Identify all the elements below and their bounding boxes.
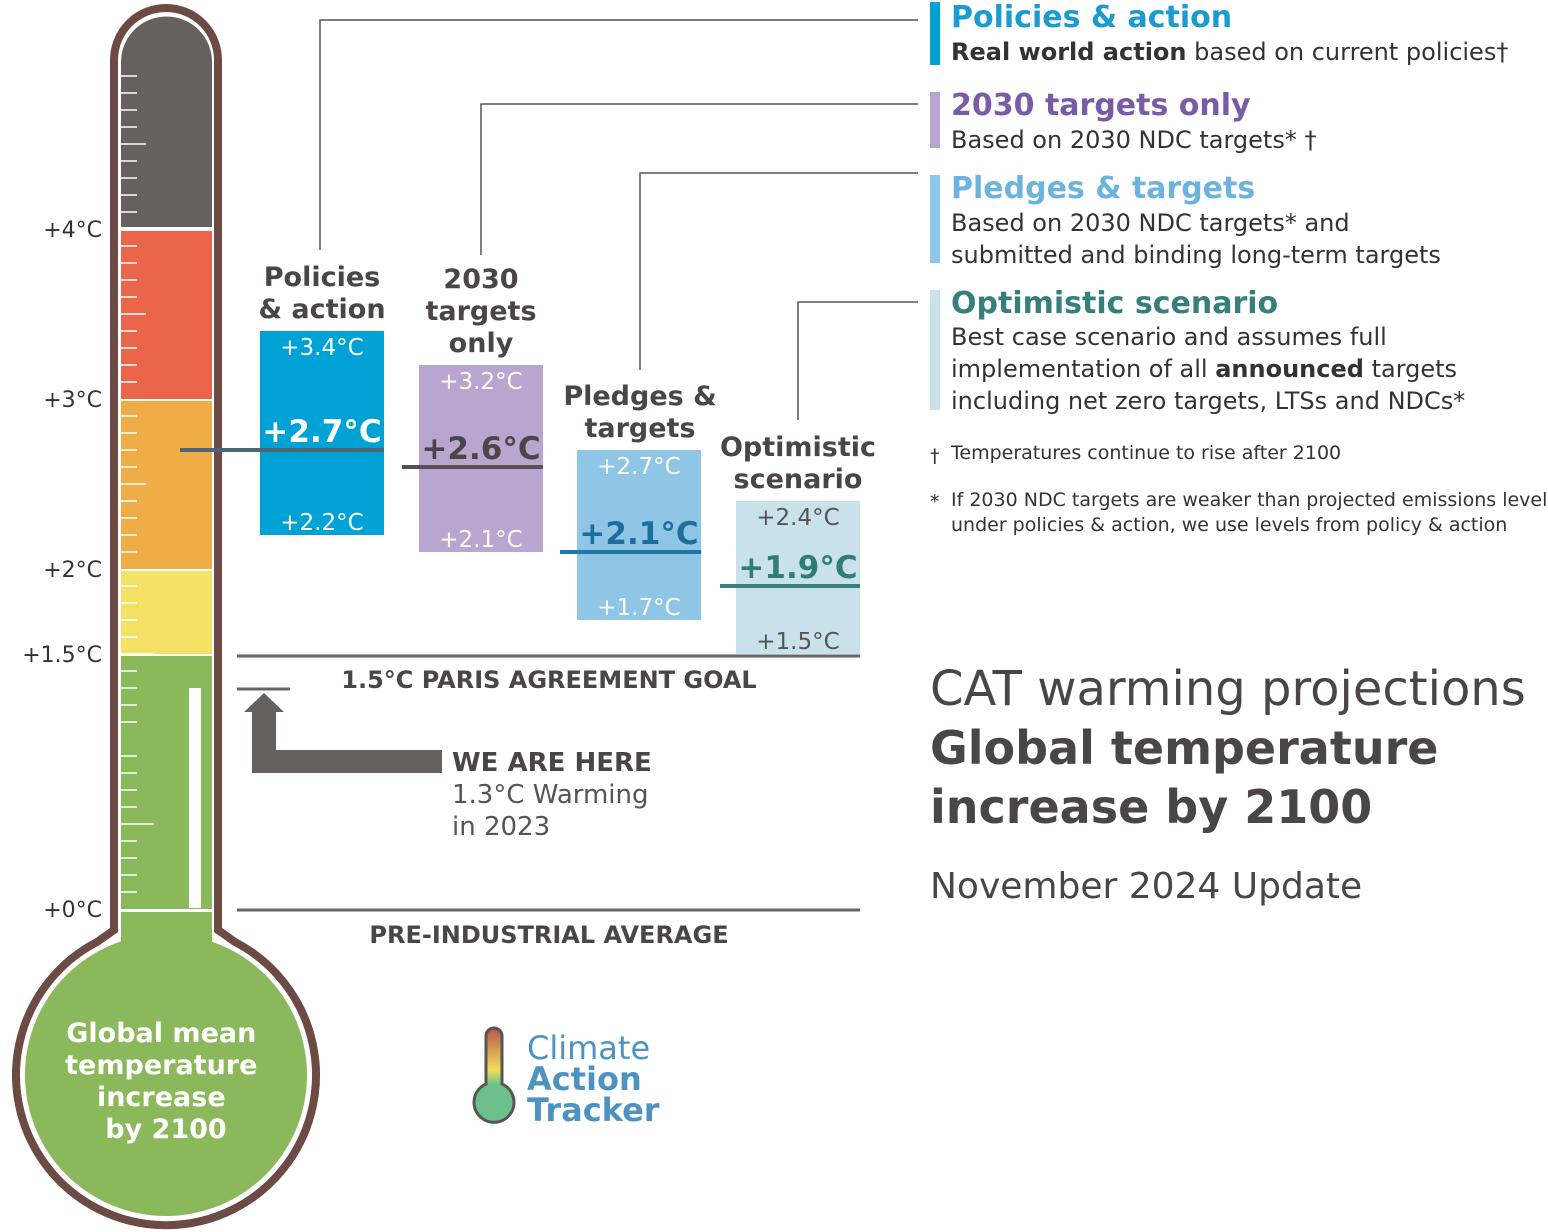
connector-lines: [319, 19, 918, 420]
logo-thermometer-icon: [472, 1026, 516, 1124]
footnote-asterisk-mark: *: [930, 491, 940, 513]
low-label-1: +2.1°C: [439, 527, 522, 553]
legend: Policies & action Real world action base…: [930, 0, 1508, 415]
bar-range-3: [736, 501, 860, 654]
title-2030: 2030 targets only: [425, 264, 536, 359]
bulb-label-1: Global mean: [66, 1018, 256, 1049]
mid-label-1: +2.6°C: [421, 431, 540, 467]
paris-goal-label: 1.5°C PARIS AGREEMENT GOAL: [341, 666, 756, 694]
legend-desc-2030: Based on 2030 NDC targets* †: [951, 126, 1316, 154]
high-label-2: +2.7°C: [597, 454, 680, 480]
y-tick-label: +3°C: [43, 388, 102, 413]
thermometer-bulb: [25, 934, 307, 1216]
low-label-2: +1.7°C: [597, 595, 680, 621]
legend-desc-pledges: Based on 2030 NDC targets* and submitted …: [951, 209, 1441, 269]
band-2: [121, 401, 212, 569]
current-warming-text: 1.3°C Warming in 2023: [452, 780, 649, 842]
low-label-3: +1.5°C: [756, 629, 839, 655]
y-axis-ticks: +0°C +1.5°C +2°C +3°C +4°C: [22, 218, 102, 923]
bar-range-1: [419, 365, 543, 552]
bar-range-2: [577, 450, 701, 620]
mid-label-2: +2.1°C: [579, 516, 698, 552]
bulb-label-2: temperature: [65, 1050, 257, 1081]
climate-action-tracker-logo: Climate Action Tracker: [472, 1026, 660, 1129]
thermometer: Global mean temperature increase by 2100: [12, 4, 320, 1230]
y-tick-label: +2°C: [43, 558, 102, 583]
we-are-here-label: WE ARE HERE: [452, 748, 652, 778]
footnote-dagger-mark: †: [930, 445, 940, 467]
mid-label-3: +1.9°C: [738, 550, 857, 586]
title-policies: Policies & action: [258, 262, 385, 325]
logo-text-climate: Climate: [527, 1029, 650, 1067]
legend-title-2030: 2030 targets only: [951, 88, 1251, 123]
current-level-bar: [189, 688, 201, 908]
legend-desc-optimistic: Best case scenario and assumes full impl…: [951, 323, 1465, 415]
high-label-1: +3.2°C: [439, 369, 522, 395]
scenario-bars: +3.4°C +2.7°C +2.2°C +3.2°C +2.6°C +2.1°C +2.7…: [180, 331, 860, 655]
connector-pledges: [639, 172, 918, 370]
thermometer-bands: [121, 16, 212, 909]
bulb-label-3: increase: [97, 1082, 226, 1113]
high-label-3: +2.4°C: [756, 505, 839, 531]
legend-title-optimistic: Optimistic scenario: [951, 286, 1278, 321]
legend-swatch-pledges: [930, 175, 940, 263]
footnotes: † Temperatures continue to rise after 21…: [930, 442, 1548, 536]
band-3: [121, 571, 212, 654]
legend-desc-policies: Real world action based on current polic…: [951, 38, 1508, 66]
low-label-0: +2.2°C: [280, 510, 363, 536]
connector-2030: [480, 103, 918, 255]
footnote-dagger: Temperatures continue to rise after 2100: [950, 442, 1341, 464]
connector-policies: [319, 19, 918, 250]
band-1: [121, 231, 212, 399]
bulb-label-4: by 2100: [105, 1114, 226, 1145]
legend-swatch-2030: [930, 92, 940, 148]
legend-title-pledges: Pledges & targets: [951, 171, 1255, 206]
mid-label-0: +2.7°C: [262, 414, 381, 450]
chart-subtitle: Global temperature increase by 2100: [930, 721, 1438, 834]
footnote-asterisk: If 2030 NDC targets are weaker than proj…: [951, 489, 1548, 536]
logo-text-tracker: Tracker: [527, 1091, 660, 1129]
bar-range-0: [260, 331, 384, 535]
y-tick-label: +1.5°C: [22, 643, 102, 668]
connector-optimistic: [797, 301, 918, 420]
logo-text-action: Action: [527, 1060, 642, 1098]
svg-text:Global mean temperature: Global mean temperature increase by 2100: [65, 1018, 267, 1145]
legend-title-policies: Policies & action: [951, 0, 1232, 35]
high-label-0: +3.4°C: [280, 335, 363, 361]
chart-title: CAT warming projections: [930, 661, 1526, 717]
pre-industrial-label: PRE-INDUSTRIAL AVERAGE: [369, 921, 728, 949]
title-pledges: Pledges & targets: [563, 381, 716, 444]
thermometer-ticks: [121, 75, 154, 893]
band-0: [121, 16, 212, 227]
y-tick-label: +0°C: [43, 898, 102, 923]
legend-swatch-policies: [930, 2, 940, 65]
update-date: November 2024 Update: [930, 866, 1362, 907]
legend-swatch-optimistic: [930, 290, 940, 410]
arrow-up-icon: [244, 693, 442, 773]
title-optimistic: Optimistic scenario: [720, 432, 876, 495]
y-tick-label: +4°C: [43, 218, 102, 243]
